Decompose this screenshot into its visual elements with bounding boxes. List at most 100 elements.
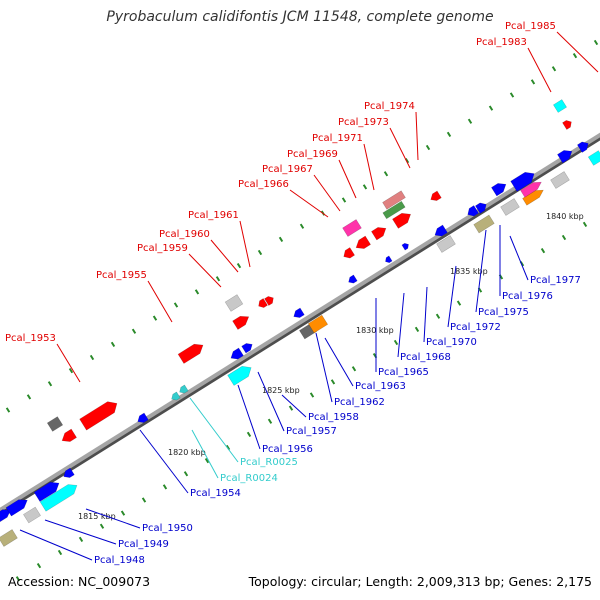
gene-label[interactable]: Pcal_1963 (355, 381, 406, 392)
gene-feature[interactable] (382, 190, 406, 210)
leader-line (191, 429, 219, 479)
gene-label[interactable]: Pcal_1972 (450, 322, 501, 333)
scale-tick (26, 394, 32, 400)
gene-label[interactable]: Pcal_R0024 (220, 473, 278, 484)
gene-feature[interactable] (553, 99, 567, 113)
gene-label[interactable]: Pcal_1977 (530, 275, 581, 286)
scale-tick (141, 497, 147, 503)
gene-feature[interactable] (0, 529, 18, 547)
gene-feature[interactable] (136, 412, 149, 425)
scale-label-bg (447, 266, 487, 276)
gene-label[interactable]: Pcal_1957 (286, 426, 337, 437)
gene-feature[interactable] (79, 398, 121, 431)
gene-feature[interactable] (500, 198, 520, 216)
gene-label[interactable]: Pcal_1953 (5, 333, 56, 344)
gene-feature[interactable] (475, 201, 488, 214)
leader-line (189, 397, 239, 463)
scale-label-bg (75, 511, 115, 521)
leader-line (237, 384, 261, 450)
gene-label[interactable]: Pcal_1965 (378, 367, 429, 378)
gene-feature[interactable] (39, 481, 80, 512)
gene-feature[interactable] (342, 219, 362, 237)
gene-label[interactable]: Pcal_1960 (159, 229, 210, 240)
gene-label[interactable]: Pcal_1969 (287, 149, 338, 160)
scale-label: 1835 kbp (450, 267, 488, 276)
gene-feature[interactable] (392, 210, 413, 229)
gene-feature[interactable] (382, 200, 406, 220)
gene-feature[interactable] (510, 169, 538, 192)
gene-feature[interactable] (550, 171, 570, 189)
gene-feature[interactable] (23, 506, 41, 524)
gene-label[interactable]: Pcal_1973 (338, 117, 389, 128)
gene-label[interactable]: Pcal_1967 (262, 164, 313, 175)
gene-feature[interactable] (577, 140, 590, 153)
gene-feature[interactable] (224, 294, 244, 312)
gene-label[interactable]: Pcal_1975 (478, 307, 529, 318)
gene-label[interactable]: Pcal_1954 (190, 488, 241, 499)
gene-label[interactable]: Pcal_1956 (262, 444, 313, 455)
gene-label[interactable]: Pcal_1983 (476, 37, 527, 48)
gene-feature[interactable] (62, 467, 75, 480)
gene-feature[interactable] (292, 307, 305, 320)
gene-feature[interactable] (59, 428, 77, 445)
gene-label[interactable]: Pcal_1966 (238, 179, 289, 190)
scale-tick (467, 118, 473, 124)
gene-feature[interactable] (557, 147, 574, 164)
gene-label[interactable]: Pcal_R0025 (240, 457, 298, 468)
scale-label: 1820 kbp (168, 448, 206, 457)
accession-text: Accession: NC_009073 (8, 574, 151, 589)
scale-tick (57, 549, 63, 556)
gene-feature[interactable] (229, 347, 244, 362)
gene-feature[interactable] (5, 496, 30, 517)
gene-feature[interactable] (341, 247, 355, 261)
gene-feature[interactable] (562, 118, 573, 130)
scale-label-bg (353, 325, 393, 335)
gene-label[interactable]: Pcal_1962 (334, 397, 385, 408)
gene-feature[interactable] (264, 294, 275, 306)
gene-feature[interactable] (33, 478, 62, 502)
gene-feature[interactable] (307, 314, 329, 334)
gene-feature[interactable] (465, 205, 479, 219)
gene-label[interactable]: Pcal_1950 (142, 523, 193, 534)
gene-feature[interactable] (429, 190, 442, 203)
gene-label[interactable]: Pcal_1968 (400, 352, 451, 363)
gene-label[interactable]: Pcal_1971 (312, 133, 363, 144)
gene-label[interactable]: Pcal_1970 (426, 337, 477, 348)
gene-label[interactable]: Pcal_1961 (188, 210, 239, 221)
gene-feature[interactable] (241, 341, 255, 354)
scale-tick (582, 221, 588, 228)
gene-feature[interactable] (170, 391, 181, 402)
gene-feature[interactable] (587, 150, 600, 166)
leader-line (363, 143, 375, 191)
gene-feature[interactable] (353, 235, 371, 252)
gene-feature[interactable] (433, 224, 448, 239)
gene-feature[interactable] (227, 363, 255, 386)
scale-label-bg (165, 447, 205, 457)
gene-label[interactable]: Pcal_1985 (505, 21, 556, 32)
gene-label[interactable]: Pcal_1974 (364, 101, 415, 112)
leader-line (324, 337, 354, 387)
gene-feature[interactable] (232, 313, 252, 330)
gene-feature[interactable] (178, 384, 189, 395)
gene-label[interactable]: Pcal_1948 (94, 555, 145, 566)
scale-tick (330, 379, 336, 385)
scale-tick (425, 144, 431, 151)
gene-label[interactable]: Pcal_1949 (118, 539, 169, 550)
gene-feature[interactable] (436, 235, 456, 253)
gene-feature[interactable] (46, 416, 64, 432)
gene-feature[interactable] (0, 506, 13, 523)
gene-feature[interactable] (384, 255, 393, 264)
gene-feature[interactable] (473, 214, 495, 234)
gene-feature[interactable] (520, 179, 544, 198)
gene-label[interactable]: Pcal_1955 (96, 270, 147, 281)
gene-label[interactable]: Pcal_1958 (308, 412, 359, 423)
gene-feature[interactable] (177, 340, 206, 364)
gene-feature[interactable] (371, 224, 388, 241)
gene-feature[interactable] (491, 180, 508, 197)
gene-feature[interactable] (401, 242, 410, 251)
gene-feature[interactable] (347, 274, 358, 285)
gene-label[interactable]: Pcal_1959 (137, 243, 188, 254)
gene-feature[interactable] (256, 298, 268, 309)
gene-label[interactable]: Pcal_1976 (502, 291, 553, 302)
